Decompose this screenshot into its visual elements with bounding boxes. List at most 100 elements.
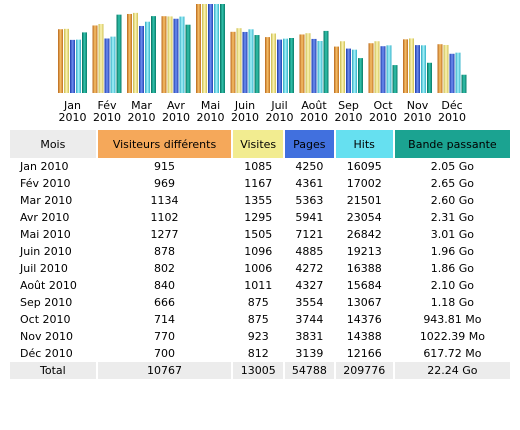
table-cell: Août 2010 (20, 279, 77, 292)
table-cell: 3831 (295, 330, 324, 343)
bar-visitors (265, 37, 270, 93)
bar-pages (242, 31, 248, 93)
bar-visits (374, 41, 380, 93)
table-header-row: Mois Visiteurs différents Visites Pages Hits… (10, 130, 510, 158)
table-cell: 1505 (244, 228, 273, 241)
column-header: Visites (233, 130, 284, 158)
table-cell: Avr 2010 (20, 211, 70, 224)
table-cell: 17002 (346, 177, 382, 190)
table-row: Juil 2010 802 1006 4272 16388 1.86 Go (10, 260, 510, 277)
table-cell: 923 (247, 330, 269, 343)
x-tick-label-year: 2010 (300, 111, 328, 124)
bar-hits (386, 45, 392, 93)
x-tick-label-month: Sep (338, 99, 359, 112)
bar-hits (421, 45, 426, 93)
table-cell: 16095 (346, 160, 382, 173)
table-cell: Mar 2010 (20, 194, 73, 207)
table-cell: 26842 (346, 228, 382, 241)
table-cell: 770 (154, 330, 176, 343)
table-cell: 812 (247, 347, 269, 360)
bar-visitors (58, 29, 63, 93)
table-cell: 666 (154, 296, 176, 309)
bar-bandwidth (116, 14, 122, 94)
table-cell: 915 (154, 160, 176, 173)
bar-bandwidth (461, 74, 467, 93)
bar-pages (415, 45, 420, 93)
table-cell: 2.31 Go (430, 211, 475, 224)
table-row: Jan 2010 915 1085 4250 16095 2.05 Go (10, 158, 510, 175)
column-header: Visiteurs différents (97, 130, 232, 158)
table-cell: 875 (247, 296, 269, 309)
column-header: Pages (285, 130, 334, 158)
table-cell: Sep 2010 (20, 296, 73, 309)
table-cell: 617.72 Mo (423, 347, 482, 360)
bar-pages (346, 48, 351, 93)
table-cell: Juil 2010 (20, 262, 68, 275)
table-cell: 3554 (295, 296, 324, 309)
bar-visitors (127, 13, 132, 94)
table-cell: 4272 (295, 262, 324, 275)
table-row: Fév 2010 969 1167 4361 17002 2.65 Go (10, 175, 510, 192)
table-row: Oct 2010 714 875 3744 14376 943.81 Mo (10, 311, 510, 328)
table-row: Avr 2010 1102 1295 5941 23054 2.31 Go (10, 209, 510, 226)
bar-hits (455, 52, 461, 93)
table-cell: Mai 2010 (20, 228, 71, 241)
bar-pages (208, 4, 213, 93)
x-tick-label-year: 2010 (231, 111, 259, 124)
column-header: Hits (335, 130, 393, 158)
x-tick-label-month: Mar (131, 99, 152, 112)
bar-bandwidth (220, 4, 225, 93)
bar-visits (271, 33, 276, 93)
bar-visitors (196, 4, 201, 93)
x-tick-label-year: 2010 (128, 111, 156, 124)
table-cell: 16388 (346, 262, 382, 275)
x-tick-label-year: 2010 (438, 111, 466, 124)
x-tick-label-month: Juin (234, 99, 255, 112)
table-cell: Jan 2010 (20, 160, 69, 173)
monthly-stats-chart: Jan2010Fév2010Mar2010Avr2010Mai2010Juin2… (58, 4, 467, 124)
bar-hits (214, 4, 219, 93)
table-cell: 878 (154, 245, 176, 258)
bar-visits (443, 44, 449, 93)
bar-visits (64, 28, 69, 93)
bar-visitors (334, 46, 339, 93)
table-cell: 7121 (295, 228, 324, 241)
x-tick-label-month: Fév (97, 99, 116, 112)
table-cell: 2.05 Go (430, 160, 475, 173)
table-cell: 4250 (295, 160, 324, 173)
x-tick-label-year: 2010 (162, 111, 190, 124)
table-cell: 5363 (295, 194, 324, 207)
table-row: Sep 2010 666 875 3554 13067 1.18 Go (10, 294, 510, 311)
bar-visitors (403, 39, 408, 93)
table-cell: 1134 (150, 194, 179, 207)
bar-pages (277, 39, 282, 93)
x-tick-label-year: 2010 (369, 111, 397, 124)
bar-pages (173, 18, 179, 94)
bar-visitors (368, 43, 374, 93)
x-tick-label-month: Mai (201, 99, 220, 112)
table-cell: Fév 2010 (20, 177, 71, 190)
bar-visits (202, 4, 207, 93)
table-cell: 3139 (295, 347, 324, 360)
x-tick-label-month: Avr (167, 99, 185, 112)
table-row: Nov 2010 770 923 3831 14388 1022.39 Mo (10, 328, 510, 345)
table-cell: 5941 (295, 211, 324, 224)
bar-pages (449, 53, 455, 93)
x-tick-label-year: 2010 (266, 111, 294, 124)
bar-visitors (230, 31, 236, 93)
table-cell: 14388 (346, 330, 382, 343)
table-cell: 1277 (150, 228, 179, 241)
bar-hits (248, 29, 254, 93)
table-cell: 2.60 Go (430, 194, 475, 207)
table-cell: Déc 2010 (20, 347, 73, 360)
bar-visits (167, 16, 173, 94)
table-cell: 1.96 Go (430, 245, 475, 258)
bar-hits (110, 36, 116, 93)
table-cell: 969 (154, 177, 176, 190)
table-cell: 13067 (346, 296, 382, 309)
bar-bandwidth (392, 65, 398, 93)
table-cell: 209776 (335, 362, 393, 379)
table-cell: 1.86 Go (430, 262, 475, 275)
bar-bandwidth (289, 38, 294, 93)
table-cell: 1167 (244, 177, 273, 190)
